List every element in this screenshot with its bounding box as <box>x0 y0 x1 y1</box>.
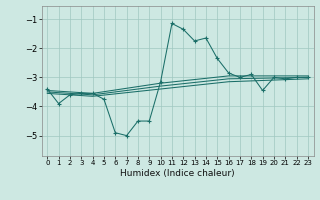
X-axis label: Humidex (Indice chaleur): Humidex (Indice chaleur) <box>120 169 235 178</box>
